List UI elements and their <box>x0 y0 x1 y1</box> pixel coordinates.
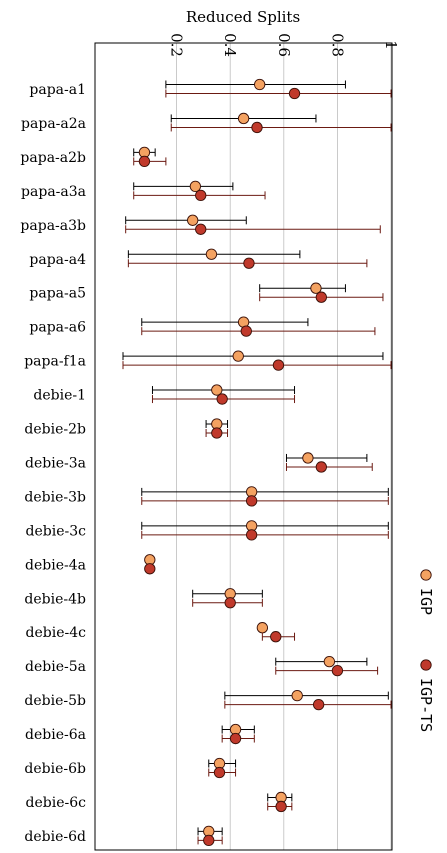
series-igp <box>122 78 389 838</box>
data-point <box>310 282 322 294</box>
data-point <box>256 622 269 634</box>
data-point <box>237 112 250 125</box>
x-tick-label: 1 <box>382 40 400 50</box>
data-point <box>245 529 258 541</box>
data-point <box>251 121 263 134</box>
category-label: debie-3c <box>26 523 87 539</box>
data-point <box>245 495 258 507</box>
category-label: debie-6d <box>24 829 86 845</box>
data-point <box>195 189 207 202</box>
category-label: papa-a3b <box>20 218 86 234</box>
data-point <box>211 427 223 439</box>
category-label: debie-5a <box>25 659 86 675</box>
data-point <box>213 766 226 779</box>
series-igp-ts <box>122 87 392 847</box>
category-label: debie-6b <box>24 761 86 777</box>
category-label: papa-f1a <box>24 354 86 370</box>
data-point <box>187 214 199 226</box>
data-point <box>243 257 255 269</box>
data-point <box>270 631 282 643</box>
category-label: debie-6c <box>26 795 87 811</box>
data-point <box>315 461 327 473</box>
data-point <box>189 180 202 193</box>
data-point <box>302 452 314 464</box>
x-axis-title: Reduced Splits <box>186 8 300 26</box>
x-tick-label: 0.2 <box>168 33 186 57</box>
data-point <box>240 325 252 337</box>
category-label: debie-3a <box>25 455 86 471</box>
category-label: debie-3b <box>24 489 86 505</box>
category-label: papa-a4 <box>29 252 86 268</box>
category-label: papa-a1 <box>29 82 86 98</box>
category-label: papa-a6 <box>29 320 86 336</box>
legend-label: IGP-TS <box>417 678 435 732</box>
category-label: papa-a2a <box>21 116 86 132</box>
legend: IGP IGP-TS <box>417 569 435 732</box>
data-point <box>203 834 215 847</box>
category-label: debie-2b <box>24 422 86 438</box>
category-label: papa-a3a <box>21 184 86 200</box>
data-point <box>331 665 344 677</box>
x-tick-label: 0.4 <box>221 33 239 57</box>
legend-label: IGP <box>417 588 435 615</box>
data-point <box>272 359 285 371</box>
series-layer <box>122 78 392 847</box>
x-axis-ticks: 0.2 0.4 0.6 0.8 1 <box>168 33 400 57</box>
category-label: papa-a2b <box>20 150 86 166</box>
x-tick-label: 0.8 <box>328 33 346 57</box>
data-point <box>138 155 151 168</box>
data-point <box>211 384 223 396</box>
data-point <box>232 350 244 362</box>
category-label: papa-a5 <box>29 286 86 302</box>
category-label: debie-4a <box>25 557 86 573</box>
data-point <box>144 563 156 575</box>
category-label: debie-4c <box>26 625 87 641</box>
data-point <box>254 78 266 91</box>
data-point <box>275 800 287 813</box>
data-point <box>216 393 228 405</box>
legend-marker <box>420 569 432 581</box>
x-tick-label: 0.6 <box>275 33 293 57</box>
category-label: debie-5b <box>24 693 86 709</box>
data-point <box>195 223 207 235</box>
legend-marker <box>420 659 432 671</box>
category-label: debie-4b <box>24 591 86 607</box>
data-point <box>291 689 303 702</box>
plot-frame <box>94 42 393 851</box>
data-point <box>312 698 325 711</box>
data-point <box>229 732 242 745</box>
data-point <box>315 291 327 303</box>
data-point <box>323 656 336 668</box>
category-labels: papa-a1 papa-a2a papa-a2b papa-a3a papa-a3b p… <box>20 82 86 845</box>
data-point <box>288 87 301 100</box>
category-label: debie-1 <box>33 388 86 404</box>
category-label: debie-6a <box>25 727 86 743</box>
data-point <box>205 248 218 260</box>
grid-lines <box>176 43 392 850</box>
data-point <box>224 597 236 609</box>
